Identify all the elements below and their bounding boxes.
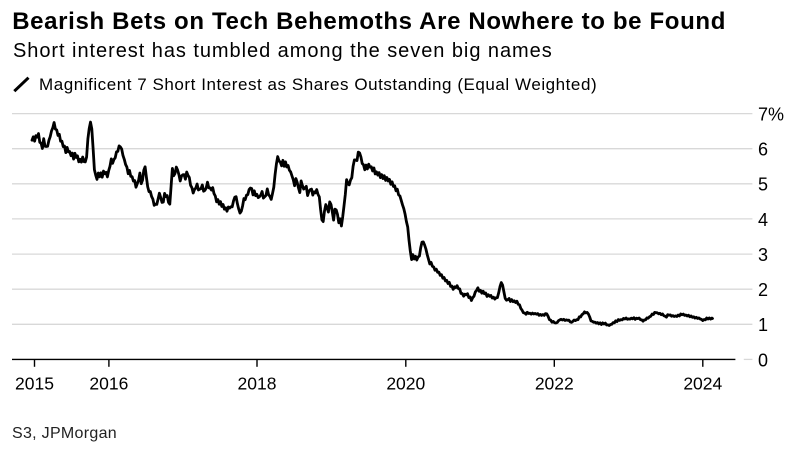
svg-text:5: 5 [758, 175, 768, 195]
svg-text:1: 1 [758, 315, 768, 335]
svg-text:4: 4 [758, 210, 768, 230]
svg-text:2024: 2024 [683, 374, 722, 394]
svg-text:2015: 2015 [15, 374, 54, 394]
svg-text:2: 2 [758, 280, 768, 300]
svg-text:3: 3 [758, 245, 768, 265]
svg-text:6: 6 [758, 140, 768, 160]
svg-text:7%: 7% [758, 105, 784, 125]
svg-text:2016: 2016 [89, 374, 128, 394]
svg-text:2020: 2020 [386, 374, 425, 394]
svg-text:2022: 2022 [535, 374, 574, 394]
svg-text:2018: 2018 [238, 374, 277, 394]
svg-text:0: 0 [758, 350, 768, 370]
